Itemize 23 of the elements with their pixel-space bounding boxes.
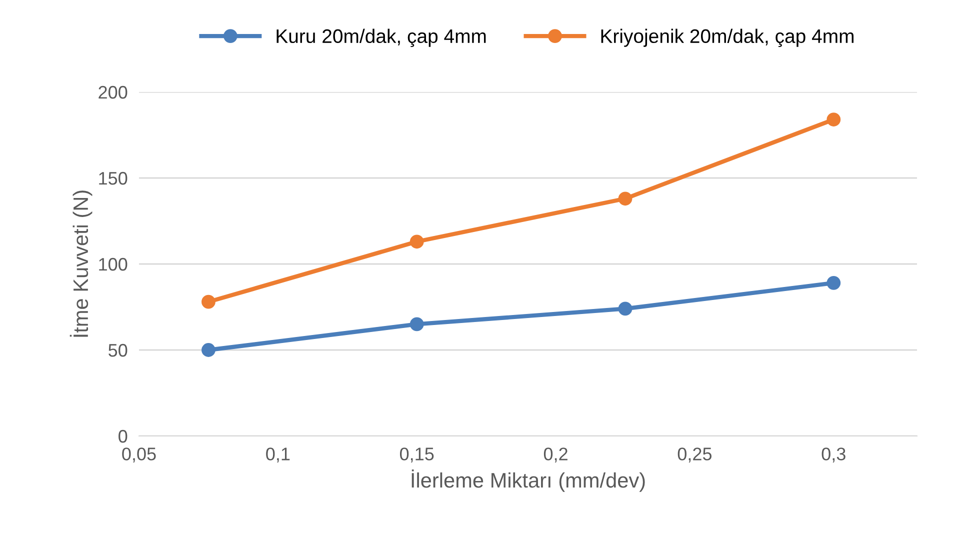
x-tick-label: 0,2 [544, 448, 568, 463]
point [826, 276, 841, 290]
x-tick-label: 0,15 [400, 448, 434, 463]
y-tick-label: 100 [99, 258, 128, 271]
point [618, 302, 632, 316]
point [826, 112, 841, 126]
point [410, 234, 424, 249]
x-tick-label: 0,05 [122, 448, 156, 463]
point [618, 192, 632, 206]
x-tick-label: 0,25 [678, 448, 712, 463]
x-tick-label: 0,1 [266, 448, 290, 463]
legend-label: Kuru 20m/dak, çap 4mm [276, 28, 486, 47]
point [202, 294, 216, 309]
y-axis-title: İtme Kuvveti (N) [70, 190, 92, 337]
legend-label: Kriyojenik 20m/dak, çap 4mm [601, 28, 854, 47]
y-tick-label: 200 [98, 86, 128, 99]
point [202, 343, 216, 357]
y-tick-label: 50 [108, 344, 128, 357]
x-axis-title: İlerleme Miktarı (mm/dev) [412, 469, 645, 492]
y-tick-label: 150 [99, 172, 128, 185]
y-tick-label: 0 [118, 430, 128, 443]
point [410, 317, 424, 332]
x-tick-label: 0,3 [822, 448, 846, 463]
